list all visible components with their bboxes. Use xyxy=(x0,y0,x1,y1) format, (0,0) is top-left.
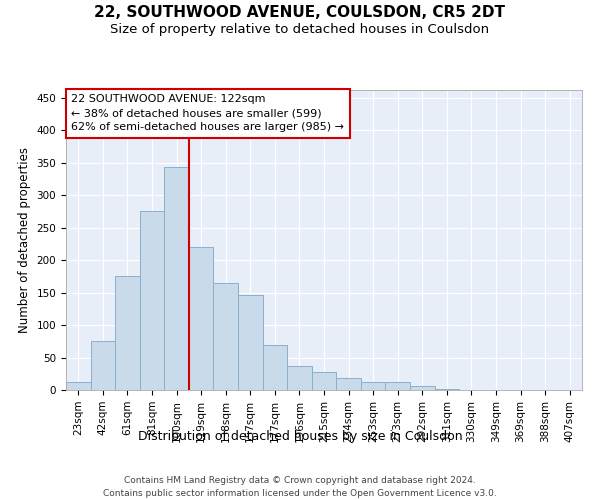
Bar xyxy=(214,283,238,390)
Bar xyxy=(434,388,459,390)
Bar xyxy=(361,382,385,390)
Bar xyxy=(115,276,140,390)
Bar xyxy=(189,247,214,390)
Bar xyxy=(66,382,91,390)
Bar xyxy=(164,168,189,390)
Text: Size of property relative to detached houses in Coulsdon: Size of property relative to detached ho… xyxy=(110,22,490,36)
Bar xyxy=(238,294,263,390)
Text: 22, SOUTHWOOD AVENUE, COULSDON, CR5 2DT: 22, SOUTHWOOD AVENUE, COULSDON, CR5 2DT xyxy=(95,5,505,20)
Bar xyxy=(410,386,434,390)
Text: 22 SOUTHWOOD AVENUE: 122sqm
← 38% of detached houses are smaller (599)
62% of se: 22 SOUTHWOOD AVENUE: 122sqm ← 38% of det… xyxy=(71,94,344,132)
Bar xyxy=(140,212,164,390)
Text: Contains HM Land Registry data © Crown copyright and database right 2024.
Contai: Contains HM Land Registry data © Crown c… xyxy=(103,476,497,498)
Bar xyxy=(287,366,312,390)
Y-axis label: Number of detached properties: Number of detached properties xyxy=(18,147,31,333)
Bar xyxy=(385,382,410,390)
Bar xyxy=(336,378,361,390)
Bar xyxy=(91,342,115,390)
Text: Distribution of detached houses by size in Coulsdon: Distribution of detached houses by size … xyxy=(137,430,463,443)
Bar xyxy=(263,344,287,390)
Bar xyxy=(312,372,336,390)
